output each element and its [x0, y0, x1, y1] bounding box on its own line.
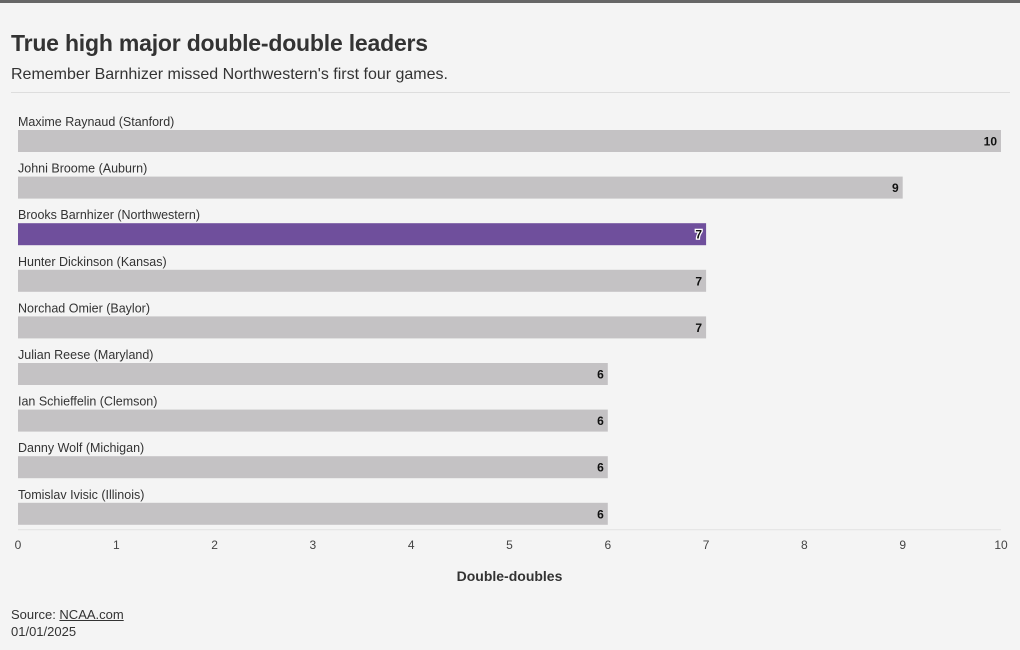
x-tick-label: 6 [604, 538, 611, 552]
source-link[interactable]: NCAA.com [59, 607, 124, 622]
bar-category-label: Maxime Raynaud (Stanford) [18, 115, 174, 129]
bar-value-label: 7 [695, 228, 702, 242]
x-tick-label: 2 [211, 538, 218, 552]
x-tick-label: 10 [994, 538, 1008, 552]
bar-value-label: 10 [984, 135, 998, 149]
bar-category-label: Julian Reese (Maryland) [18, 348, 153, 362]
bar [18, 363, 608, 385]
x-axis-title: Double-doubles [457, 568, 563, 584]
bar-value-label: 7 [695, 274, 702, 288]
bar-category-label: Hunter Dickinson (Kansas) [18, 255, 167, 269]
x-tick-label: 4 [408, 538, 415, 552]
top-rule [0, 0, 1020, 3]
bar [18, 176, 903, 199]
bar-value-label: 6 [597, 414, 604, 428]
x-tick-label: 5 [506, 538, 513, 552]
bar [18, 502, 608, 525]
bar-value-label: 6 [597, 368, 604, 382]
bar-value-label: 6 [597, 507, 604, 521]
x-tick-label: 8 [801, 538, 808, 552]
bar-value-label: 6 [597, 461, 604, 475]
bar [18, 456, 608, 479]
x-tick-label: 1 [113, 538, 120, 552]
chart-title: True high major double-double leaders [11, 30, 428, 56]
x-tick-label: 9 [899, 538, 906, 552]
source-line: Source: NCAA.com [11, 606, 124, 623]
bar [18, 269, 707, 292]
bar-category-label: Tomislav Ivisic (Illinois) [18, 488, 144, 502]
bar-highlighted [18, 223, 707, 246]
source-label: Source: [11, 607, 60, 622]
x-tick-label: 3 [310, 538, 317, 552]
bar [18, 130, 1001, 152]
bar-category-label: Danny Wolf (Michigan) [18, 441, 144, 455]
publish-date: 01/01/2025 [11, 624, 77, 639]
bar-category-label: Ian Schieffelin (Clemson) [18, 395, 157, 409]
bar [18, 316, 707, 339]
x-tick-label: 0 [15, 538, 22, 552]
bar-value-label: 7 [695, 321, 702, 335]
footer: Source: NCAA.com 01/01/2025 [11, 606, 124, 640]
bar [18, 409, 608, 432]
bar-category-label: Johni Broome (Auburn) [18, 162, 147, 176]
header-divider [11, 92, 1010, 93]
x-tick-label: 7 [703, 538, 710, 552]
bar-value-label: 9 [892, 181, 899, 195]
chart-subtitle: Remember Barnhizer missed Northwestern's… [11, 66, 448, 83]
bar-category-label: Brooks Barnhizer (Northwestern) [18, 208, 200, 222]
bar-category-label: Norchad Omier (Baylor) [18, 301, 150, 315]
